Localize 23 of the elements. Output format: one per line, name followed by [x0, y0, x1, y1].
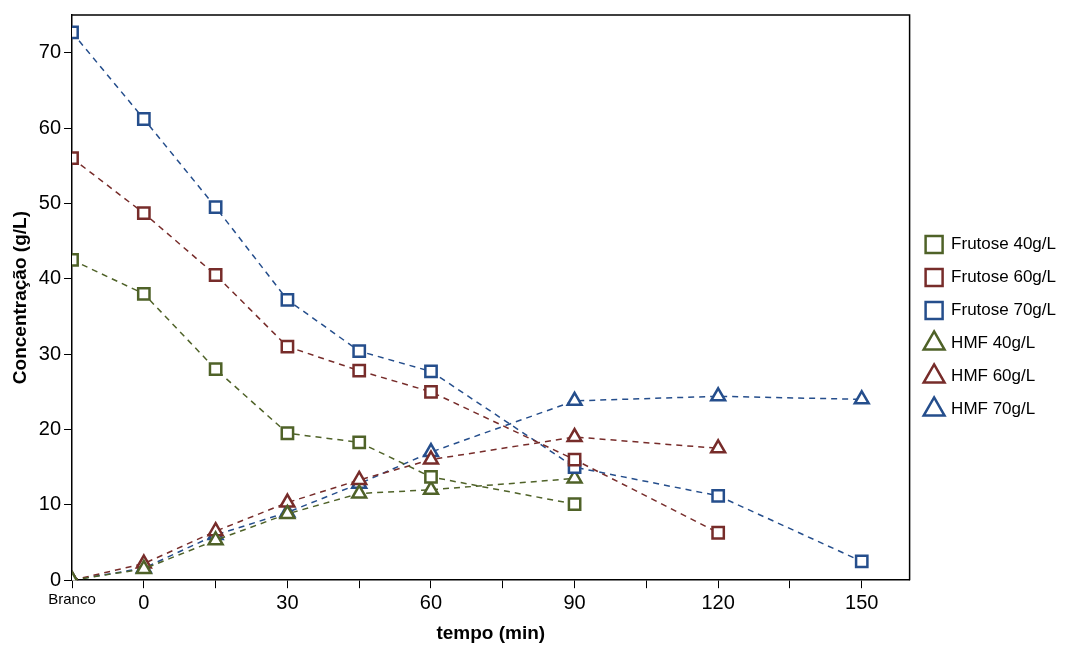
x-tick-label: 0: [138, 590, 150, 613]
x-axis-title: tempo (min): [436, 621, 546, 643]
y-tick-label: 60: [38, 115, 62, 138]
legend-label: Frutose 60g/L: [951, 267, 1057, 287]
x-tick-label: 90: [563, 590, 586, 613]
y-tick-label: 20: [38, 417, 62, 439]
legend-label: HMF 40g/L: [951, 333, 1036, 353]
legend-label: HMF 70g/L: [951, 399, 1036, 419]
legend-label: Frutose 70g/L: [951, 300, 1057, 320]
y-tick-label: 70: [38, 40, 62, 63]
y-axis-title: Concentração (g/L): [8, 211, 30, 385]
y-tick-label: 30: [38, 341, 62, 364]
x-tick-label: Branco: [48, 590, 96, 608]
x-tick-label: 60: [419, 590, 443, 613]
y-tick-label: 40: [38, 266, 62, 289]
legend-label: HMF 60g/L: [951, 366, 1036, 386]
y-tick-label: 0: [49, 567, 62, 590]
x-tick-label: 120: [701, 590, 735, 613]
x-tick-label: 150: [845, 590, 879, 613]
y-tick-label: 10: [38, 492, 62, 515]
y-tick-label: 50: [38, 190, 62, 213]
x-tick-label: 30: [276, 590, 299, 613]
legend-label: Frutose 40g/L: [951, 234, 1057, 254]
